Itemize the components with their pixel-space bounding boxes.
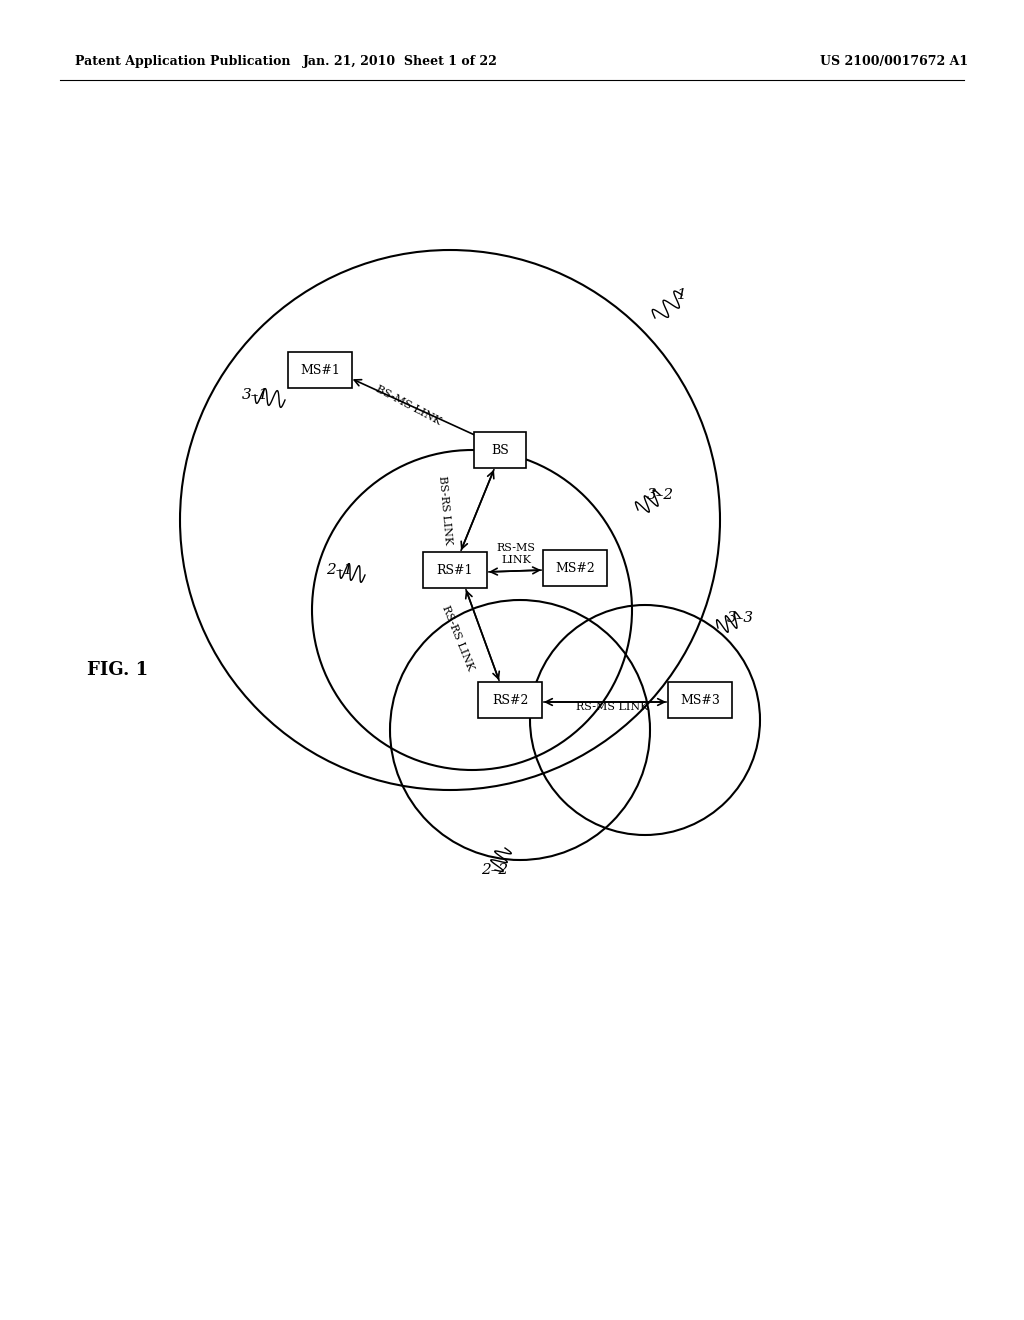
Text: RS-MS LINK: RS-MS LINK	[575, 702, 648, 711]
Text: Jan. 21, 2010  Sheet 1 of 22: Jan. 21, 2010 Sheet 1 of 22	[302, 55, 498, 69]
Text: RS-RS LINK: RS-RS LINK	[440, 605, 475, 672]
Text: 1: 1	[677, 288, 687, 302]
Text: 3–2: 3–2	[646, 488, 674, 502]
Text: MS#2: MS#2	[555, 561, 595, 574]
Text: BS-RS LINK: BS-RS LINK	[437, 475, 453, 545]
Text: BS: BS	[492, 444, 509, 457]
FancyBboxPatch shape	[668, 682, 732, 718]
Text: MS#3: MS#3	[680, 693, 720, 706]
Text: RS#1: RS#1	[437, 564, 473, 577]
FancyBboxPatch shape	[478, 682, 542, 718]
Text: US 2100/0017672 A1: US 2100/0017672 A1	[820, 55, 968, 69]
Text: Patent Application Publication: Patent Application Publication	[75, 55, 291, 69]
Text: RS#2: RS#2	[492, 693, 528, 706]
FancyBboxPatch shape	[288, 352, 352, 388]
Text: BS-MS LINK: BS-MS LINK	[374, 384, 442, 426]
Text: FIG. 1: FIG. 1	[87, 661, 148, 678]
FancyBboxPatch shape	[474, 432, 526, 469]
FancyBboxPatch shape	[423, 552, 487, 587]
Text: MS#1: MS#1	[300, 363, 340, 376]
Text: 3–1: 3–1	[242, 388, 268, 403]
Text: RS-MS
LINK: RS-MS LINK	[497, 544, 536, 565]
Text: 2–1: 2–1	[327, 564, 353, 577]
Text: 3–3: 3–3	[726, 611, 754, 624]
Text: 2–2: 2–2	[481, 863, 509, 876]
FancyBboxPatch shape	[543, 550, 607, 586]
